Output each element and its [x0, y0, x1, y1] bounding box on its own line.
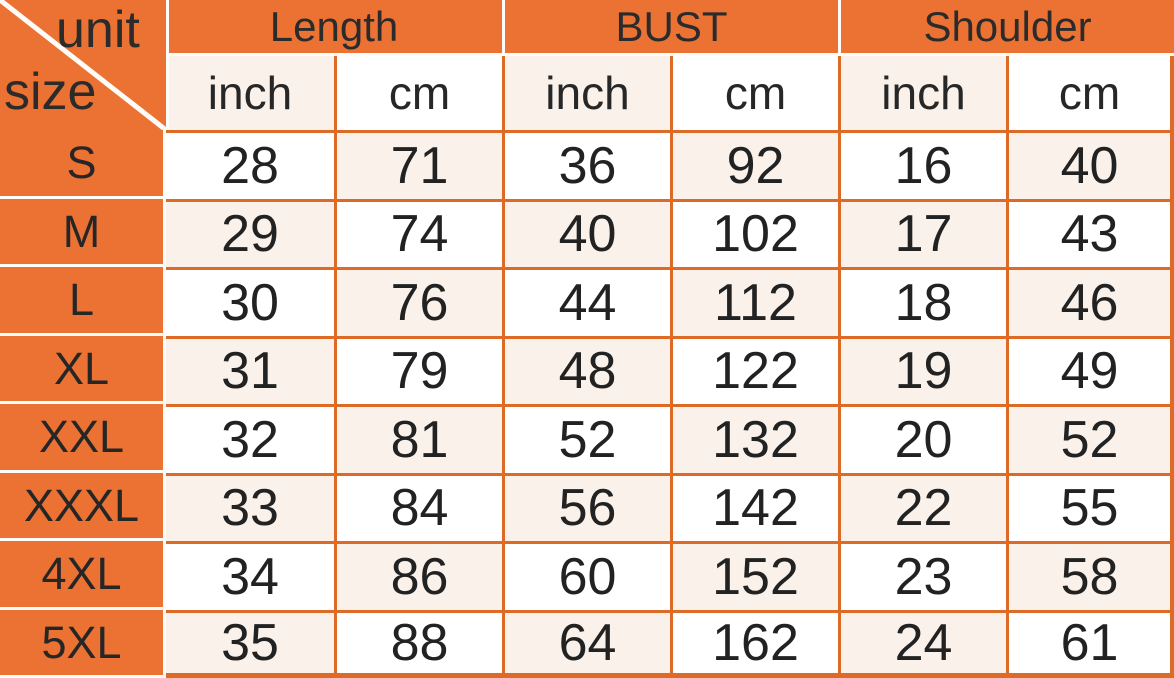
value-cell: 46: [1006, 267, 1174, 336]
value-cell: 79: [334, 335, 502, 404]
divider: [166, 0, 169, 130]
value-cell: 71: [334, 130, 502, 199]
value-cell: 20: [838, 404, 1006, 473]
value-cell: 29: [166, 198, 334, 267]
size-label-cell: S: [0, 130, 166, 199]
value-cell: 40: [1006, 130, 1174, 199]
group-header-bust: BUST: [502, 0, 838, 56]
value-cell: 88: [334, 609, 502, 678]
corner-size-label: size: [4, 63, 97, 121]
value-cell: 24: [838, 609, 1006, 678]
size-label-cell: M: [0, 198, 166, 267]
unit-header-cell: cm: [334, 56, 502, 130]
corner-unit-label: unit: [56, 1, 140, 59]
value-cell: 112: [670, 267, 838, 336]
unit-header-cell: cm: [1006, 56, 1174, 130]
value-cell: 23: [838, 541, 1006, 610]
value-cell: 84: [334, 472, 502, 541]
value-cell: 44: [502, 267, 670, 336]
value-cell: 61: [1006, 609, 1174, 678]
value-cell: 56: [502, 472, 670, 541]
value-cell: 16: [838, 130, 1006, 199]
value-cell: 30: [166, 267, 334, 336]
size-label-cell: 5XL: [0, 609, 166, 678]
value-cell: 58: [1006, 541, 1174, 610]
group-header-length: Length: [166, 0, 502, 56]
value-cell: 55: [1006, 472, 1174, 541]
size-label-cell: XXXL: [0, 472, 166, 541]
value-cell: 152: [670, 541, 838, 610]
value-cell: 32: [166, 404, 334, 473]
value-cell: 17: [838, 198, 1006, 267]
value-cell: 102: [670, 198, 838, 267]
size-label-cell: XXL: [0, 404, 166, 473]
value-cell: 35: [166, 609, 334, 678]
value-cell: 162: [670, 609, 838, 678]
value-cell: 36: [502, 130, 670, 199]
value-cell: 18: [838, 267, 1006, 336]
value-cell: 81: [334, 404, 502, 473]
size-label-cell: L: [0, 267, 166, 336]
value-cell: 31: [166, 335, 334, 404]
value-cell: 64: [502, 609, 670, 678]
value-cell: 28: [166, 130, 334, 199]
value-cell: 33: [166, 472, 334, 541]
value-cell: 40: [502, 198, 670, 267]
value-cell: 142: [670, 472, 838, 541]
unit-header-cell: inch: [502, 56, 670, 130]
value-cell: 60: [502, 541, 670, 610]
unit-header-cell: inch: [838, 56, 1006, 130]
value-cell: 43: [1006, 198, 1174, 267]
value-cell: 74: [334, 198, 502, 267]
value-cell: 48: [502, 335, 670, 404]
value-cell: 92: [670, 130, 838, 199]
value-cell: 52: [502, 404, 670, 473]
value-cell: 34: [166, 541, 334, 610]
value-cell: 86: [334, 541, 502, 610]
size-label-cell: XL: [0, 335, 166, 404]
value-cell: 52: [1006, 404, 1174, 473]
value-cell: 122: [670, 335, 838, 404]
value-cell: 49: [1006, 335, 1174, 404]
size-label-cell: 4XL: [0, 541, 166, 610]
value-cell: 76: [334, 267, 502, 336]
corner-cell: unit size: [0, 0, 169, 130]
value-cell: 19: [838, 335, 1006, 404]
value-cell: 22: [838, 472, 1006, 541]
group-header-shoulder: Shoulder: [838, 0, 1174, 56]
unit-header-cell: cm: [670, 56, 838, 130]
unit-header-cell: inch: [166, 56, 334, 130]
diagonal-divider-icon: [0, 0, 166, 130]
value-cell: 132: [670, 404, 838, 473]
